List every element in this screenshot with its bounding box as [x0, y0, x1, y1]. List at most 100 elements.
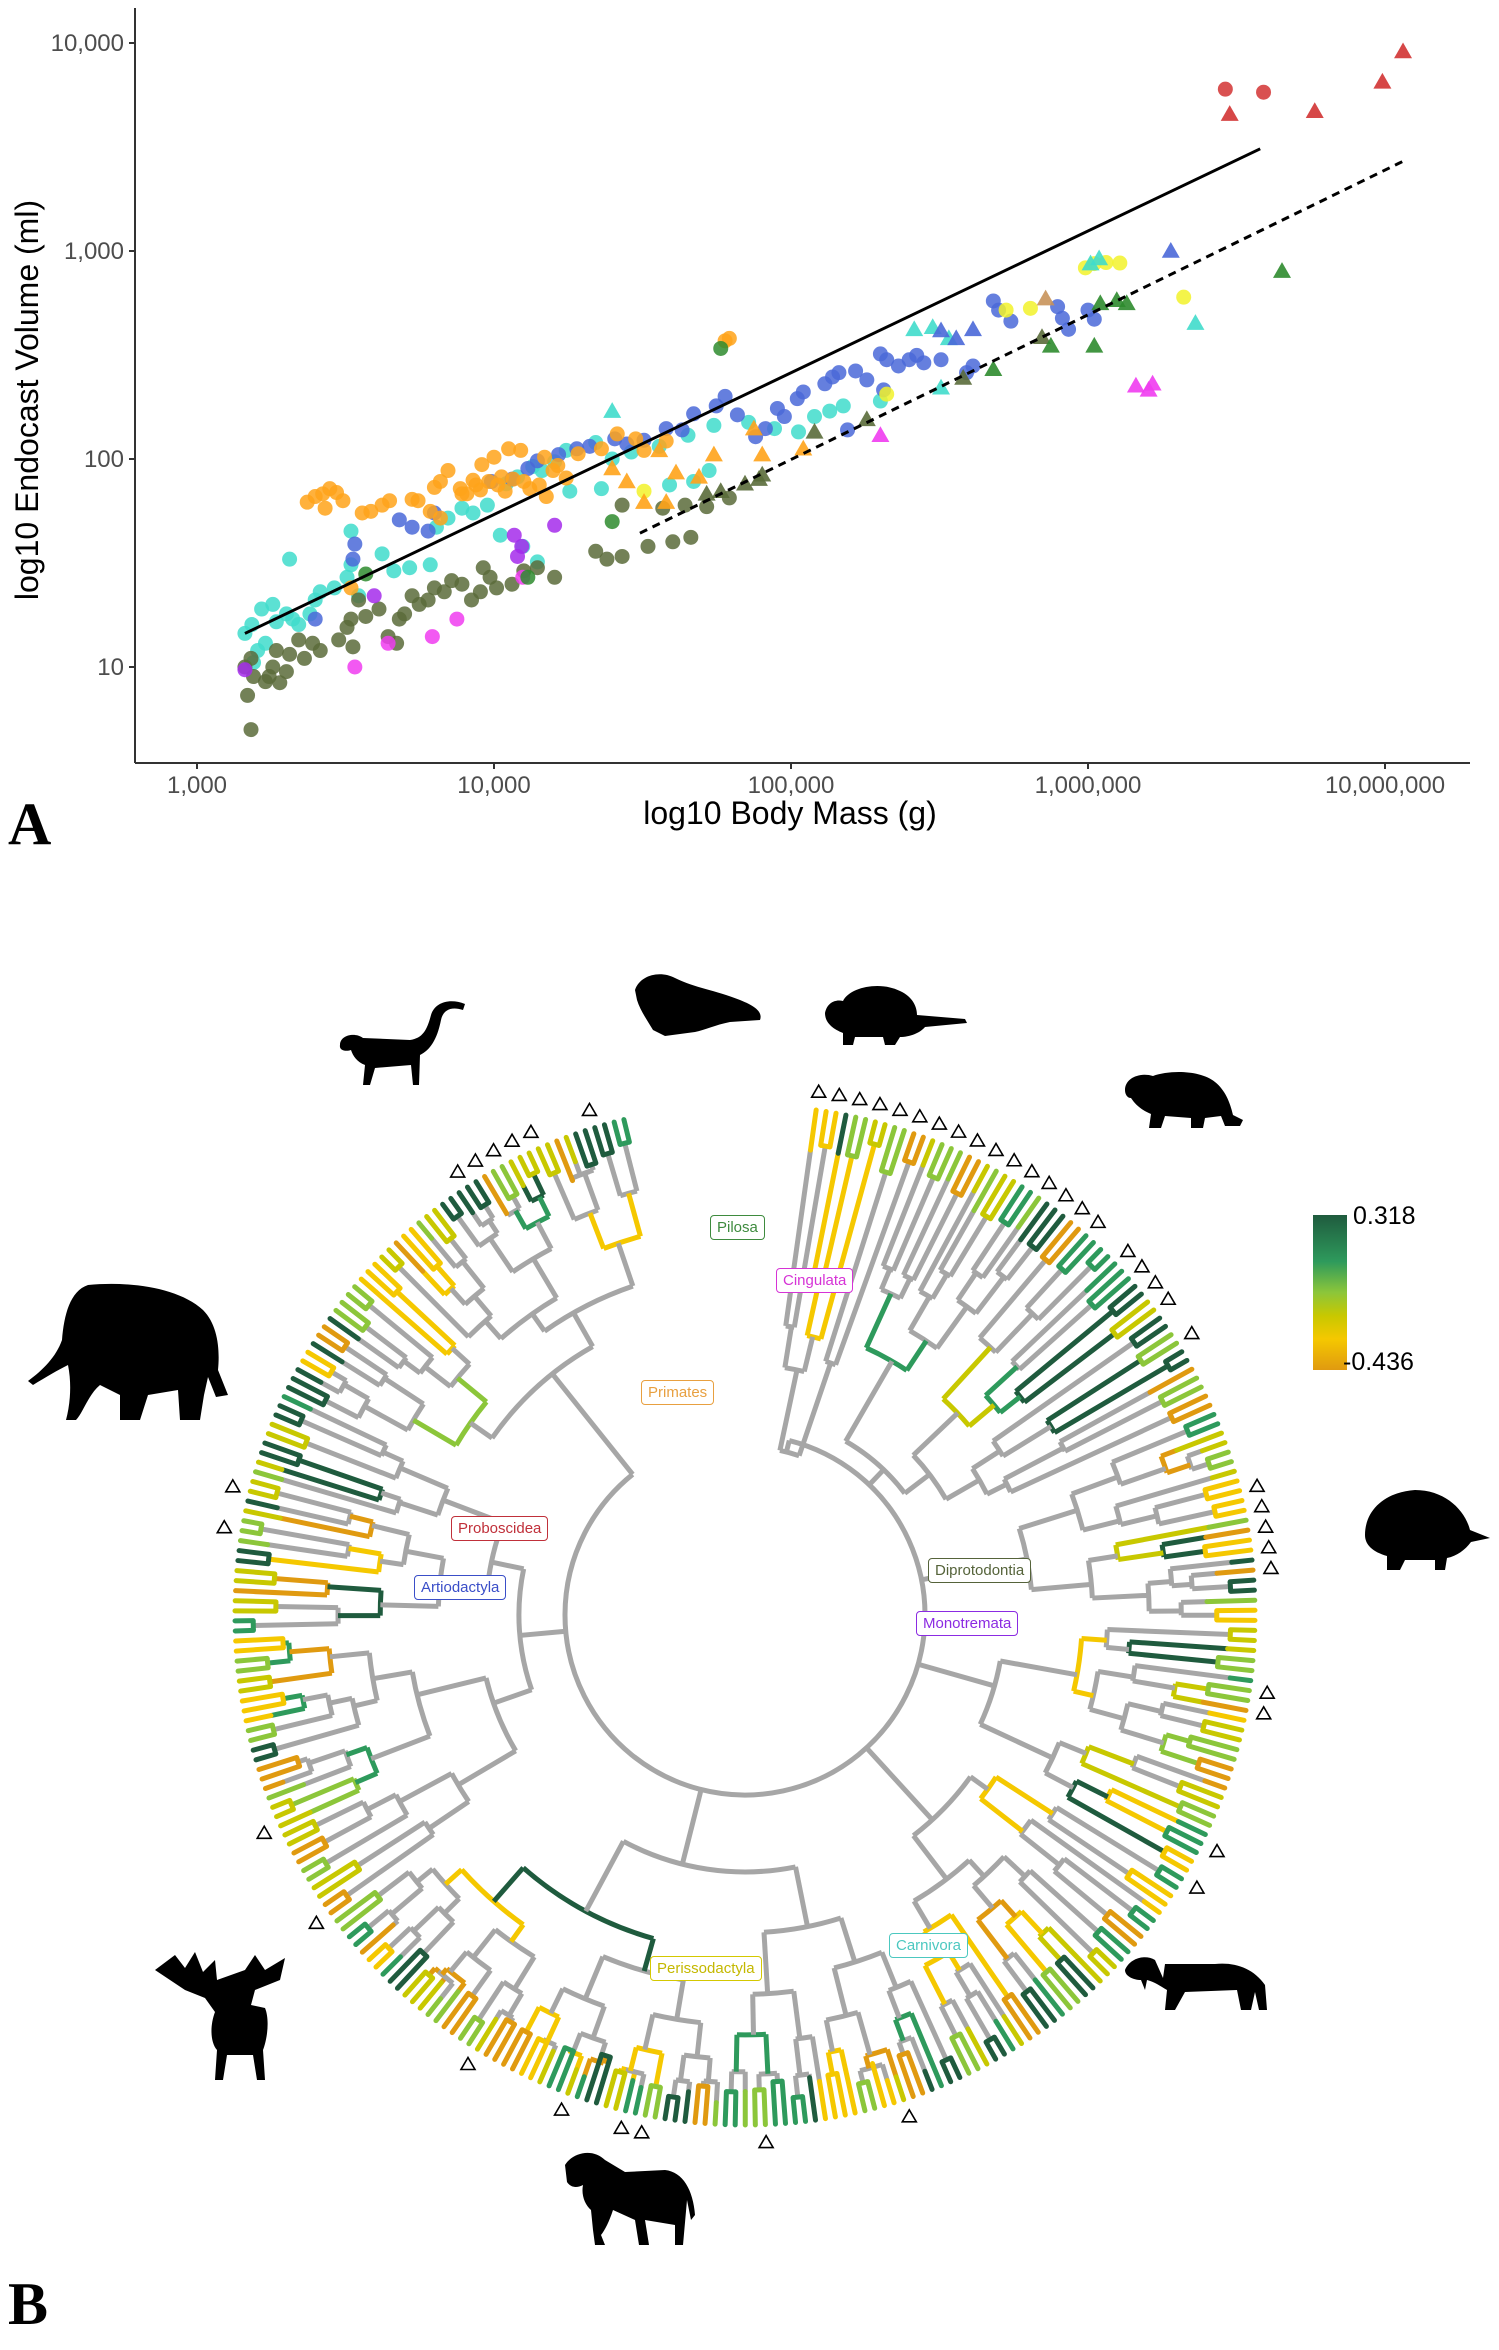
internal-branch	[678, 2054, 687, 2081]
internal-branch	[367, 1521, 376, 1538]
internal-branch	[387, 1925, 413, 1950]
data-point-turquoise	[465, 505, 481, 521]
tip-branch	[1001, 1997, 1033, 2041]
internal-branch	[1047, 1817, 1131, 1877]
tip-branch	[1107, 1283, 1138, 1310]
tip-branch	[1185, 1743, 1237, 1762]
internal-branch	[470, 1211, 484, 1228]
internal-branch	[879, 1951, 899, 1989]
tip-branch	[563, 1134, 578, 1165]
data-point-orange	[494, 469, 510, 485]
tip-branch	[245, 1722, 275, 1734]
internal-branch	[1089, 1706, 1125, 1722]
tip-branch	[490, 1168, 512, 1202]
tip-branch	[250, 1478, 281, 1491]
internal-branch	[531, 1172, 546, 1197]
data-point-yellow	[1112, 255, 1128, 271]
tip-branch	[950, 1154, 973, 1194]
internal-branch	[1001, 1959, 1029, 1994]
ground-sloth-icon	[635, 974, 761, 1036]
tip-branch	[834, 2070, 848, 2118]
tip-branch	[779, 2078, 788, 2126]
data-point-blue	[404, 519, 420, 535]
internal-branch	[1055, 1805, 1161, 1874]
tree-tips	[232, 1107, 1258, 2128]
tip-branch	[1174, 1430, 1224, 1453]
tip-branch	[1061, 1954, 1096, 1991]
internal-branch	[376, 1870, 411, 1899]
internal-branch	[367, 1303, 435, 1360]
tip-branch	[291, 1835, 325, 1856]
data-point-turquoise	[291, 617, 307, 633]
internal-branch	[380, 1602, 439, 1609]
tip-branch	[235, 1558, 271, 1567]
tip-branch	[682, 2089, 692, 2124]
internal-branch	[1186, 1448, 1204, 1459]
internal-branch	[349, 1513, 374, 1525]
tip-branch	[878, 1124, 898, 1174]
tip-branch	[1204, 1597, 1258, 1605]
data-point-orange	[501, 441, 517, 457]
tip-branch	[519, 2036, 542, 2076]
fossil-marker-icon	[1258, 1684, 1276, 1700]
data-point-yellow	[1022, 300, 1038, 316]
tip-branch	[565, 2067, 580, 2096]
internal-branch	[1161, 1534, 1207, 1548]
internal-branch	[641, 1937, 656, 1972]
tip-branch	[510, 2031, 533, 2072]
tip-branch	[266, 1782, 307, 1801]
data-point-olive	[699, 499, 715, 515]
fossil-marker-icon	[1262, 1559, 1280, 1575]
tip-branch	[1046, 1226, 1081, 1266]
internal-branch	[1087, 1744, 1135, 1767]
internal-branch	[823, 1171, 889, 1363]
fossil-point-green	[1091, 294, 1110, 311]
y-tick-label: 1,000	[64, 238, 124, 265]
internal-branch	[551, 1171, 577, 1221]
fossil-marker-icon	[255, 1824, 273, 1840]
tip-branch	[632, 2084, 644, 2116]
tip-branch	[1018, 1201, 1050, 1243]
data-point-purple	[237, 662, 253, 678]
internal-branch	[267, 1542, 348, 1559]
internal-branch	[833, 1949, 883, 1971]
data-point-olive	[243, 650, 259, 666]
data-point-yellow	[879, 386, 895, 402]
internal-branch	[1113, 1505, 1124, 1526]
internal-branch	[1167, 1568, 1175, 1586]
tip-branch	[417, 1980, 444, 2011]
internal-branch	[1031, 1581, 1092, 1593]
fossil-marker-icon	[612, 2119, 630, 2135]
data-point-olive	[272, 675, 288, 691]
internal-branch	[1166, 1462, 1192, 1476]
internal-branch	[1128, 1650, 1219, 1665]
internal-branch	[911, 1899, 933, 1930]
tip-branch	[305, 1349, 337, 1371]
fossil-marker-icon	[1208, 1843, 1226, 1858]
data-point-green	[604, 514, 620, 530]
tip-branch	[1101, 1916, 1138, 1947]
internal-branch	[750, 1994, 757, 2035]
internal-branch	[922, 1964, 948, 2006]
internal-branch	[289, 1646, 330, 1655]
tip-branch	[546, 2045, 568, 2089]
internal-branch	[545, 2015, 562, 2043]
fossil-marker-icon	[969, 1132, 986, 1147]
internal-branch	[622, 1839, 797, 1875]
fossil-point-orange	[753, 445, 772, 462]
internal-branch	[999, 1658, 1078, 1678]
tip-branch	[853, 1116, 869, 1160]
data-point-green	[713, 340, 729, 356]
tip-branch	[867, 1119, 878, 1146]
fossil-point-blue	[932, 321, 951, 338]
internal-branch	[1052, 1869, 1110, 1918]
tip-branch	[474, 2016, 499, 2052]
tip-branch	[948, 2055, 963, 2081]
internal-branch	[1082, 1518, 1121, 1533]
internal-branch	[810, 1152, 841, 1277]
tip-branch	[555, 2048, 576, 2093]
data-point-turquoise	[492, 527, 508, 543]
tip-branch	[306, 1864, 331, 1882]
data-point-blue	[965, 358, 981, 374]
tip-branch	[949, 2035, 972, 2076]
